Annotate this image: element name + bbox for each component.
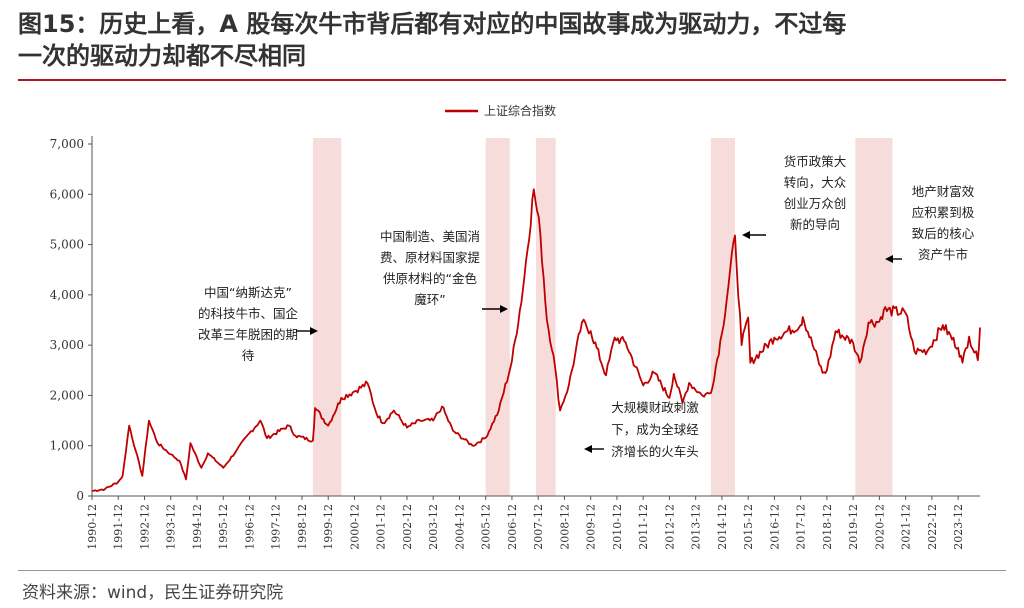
- y-tick-label: 6,000: [50, 187, 84, 201]
- annotation-5-line: 资产牛市: [918, 247, 968, 262]
- x-tick-label: 2008-12: [558, 504, 571, 550]
- footer-divider: [18, 570, 1006, 571]
- legend-label: 上证综合指数: [484, 103, 556, 118]
- series-line-sse-composite: [91, 188, 981, 492]
- annotation-2-arrow-head: [500, 305, 508, 313]
- x-tick-label: 1994-12: [191, 504, 204, 550]
- annotation-1-line: 的科技牛市、国企: [198, 306, 299, 321]
- annotation-1-line: 待: [242, 348, 255, 363]
- annotation-4-line: 转向，大众: [784, 175, 847, 190]
- annotation-1-arrow-head: [310, 327, 318, 335]
- annotation-4-arrow-head: [742, 231, 750, 239]
- x-tick-label: 2003-12: [427, 504, 440, 550]
- title-line-2: 一次的驱动力却都不尽相同: [18, 42, 306, 70]
- x-tick-label: 1997-12: [270, 504, 283, 550]
- x-tick-label: 2021-12: [900, 504, 913, 550]
- x-tick-label: 1990-12: [86, 504, 99, 550]
- source-note: 资料来源：wind，民生证券研究院: [22, 583, 284, 603]
- chart-title: 图15：历史上看，A 股每次牛市背后都有对应的中国故事成为驱动力，不过每 一次的…: [18, 8, 1008, 72]
- shaded-period-1: [312, 138, 342, 496]
- x-tick-label: 2018-12: [821, 504, 834, 550]
- legend: 上证综合指数: [445, 103, 556, 118]
- x-tick-label: 1999-12: [322, 504, 335, 550]
- series-layer: [91, 188, 981, 492]
- shaded-period-5: [855, 138, 893, 496]
- x-tick-label: 2017-12: [795, 504, 808, 550]
- y-tick-label: 1,000: [50, 439, 84, 453]
- x-tick-label: 2020-12: [873, 504, 886, 550]
- x-tick-label: 2007-12: [532, 504, 545, 550]
- annotation-4-line: 货币政策大: [784, 154, 847, 169]
- annotation-2-line: 供原材料的“金色: [383, 271, 477, 286]
- axes: 0 1,000 2,000 3,000 4,000 5,000 6,000 7,000 1990…: [50, 136, 980, 550]
- annotation-4-line: 创业万众创: [784, 196, 847, 211]
- annotation-1-line: 改革三年脱困的期: [198, 327, 298, 342]
- x-tick-label: 1995-12: [217, 504, 230, 550]
- x-tick-label: 2014-12: [716, 504, 729, 550]
- annotation-3-line: 下，成为全球经: [611, 422, 699, 437]
- x-tick-label: 2005-12: [480, 504, 493, 550]
- y-tick-label: 7,000: [50, 137, 84, 151]
- x-tick-label: 1998-12: [296, 504, 309, 550]
- y-tick-label: 0: [76, 489, 84, 503]
- title-divider: [18, 79, 1006, 81]
- x-tick-label: 2000-12: [348, 504, 361, 550]
- annotation-3-line: 大规模财政刺激: [611, 400, 699, 415]
- x-tick-label: 1992-12: [138, 504, 151, 550]
- x-tick-label: 2015-12: [742, 504, 755, 550]
- annotation-5-line: 地产财富效: [912, 184, 975, 199]
- x-tick-label: 1993-12: [165, 504, 178, 550]
- y-tick-label: 4,000: [50, 288, 84, 302]
- annotation-1-line: 中国“纳斯达克”: [204, 285, 292, 300]
- annotation-2-line: 费、原材料国家提: [380, 250, 481, 265]
- annotation-3-arrow-head: [584, 445, 592, 453]
- title-line-1: 图15：历史上看，A 股每次牛市背后都有对应的中国故事成为驱动力，不过每: [18, 10, 847, 38]
- annotation-5-arrow-head: [885, 255, 893, 263]
- x-tick-label: 2004-12: [453, 504, 466, 550]
- y-tick-label: 2,000: [50, 388, 84, 402]
- x-tick-label: 2013-12: [690, 504, 703, 550]
- shaded-period-4: [710, 138, 736, 496]
- shaded-period-2: [485, 138, 510, 496]
- x-tick-label: 2019-12: [847, 504, 860, 550]
- annotation-2-line: 魔环”: [414, 292, 445, 307]
- annotation-3-line: 济增长的火车头: [611, 444, 699, 459]
- x-tick-label: 2012-12: [663, 504, 676, 550]
- shaded-periods: [312, 138, 893, 496]
- x-tick-label: 2022-12: [926, 504, 939, 550]
- y-tick-label: 5,000: [50, 238, 84, 252]
- annotation-2-line: 中国制造、美国消: [380, 229, 480, 244]
- x-tick-label: 2011-12: [637, 504, 650, 550]
- x-tick-label: 2010-12: [611, 504, 624, 550]
- x-tick-label: 2002-12: [401, 504, 414, 550]
- x-tick-label: 2023-12: [952, 504, 965, 550]
- x-tick-label: 1996-12: [243, 504, 256, 550]
- x-tick-label: 2009-12: [585, 504, 598, 550]
- x-tick-label: 2016-12: [768, 504, 781, 550]
- x-tick-label: 1991-12: [112, 504, 125, 550]
- annotation-5-line: 应积累到极: [912, 205, 975, 220]
- chart-area: 0 1,000 2,000 3,000 4,000 5,000 6,000 7,000 1990…: [50, 103, 981, 550]
- y-tick-label: 3,000: [50, 338, 84, 352]
- x-tick-label: 2006-12: [506, 504, 519, 550]
- annotation-4-line: 新的导向: [790, 217, 840, 232]
- annotation-5-line: 致后的核心: [912, 226, 975, 241]
- x-tick-label: 2001-12: [375, 504, 388, 550]
